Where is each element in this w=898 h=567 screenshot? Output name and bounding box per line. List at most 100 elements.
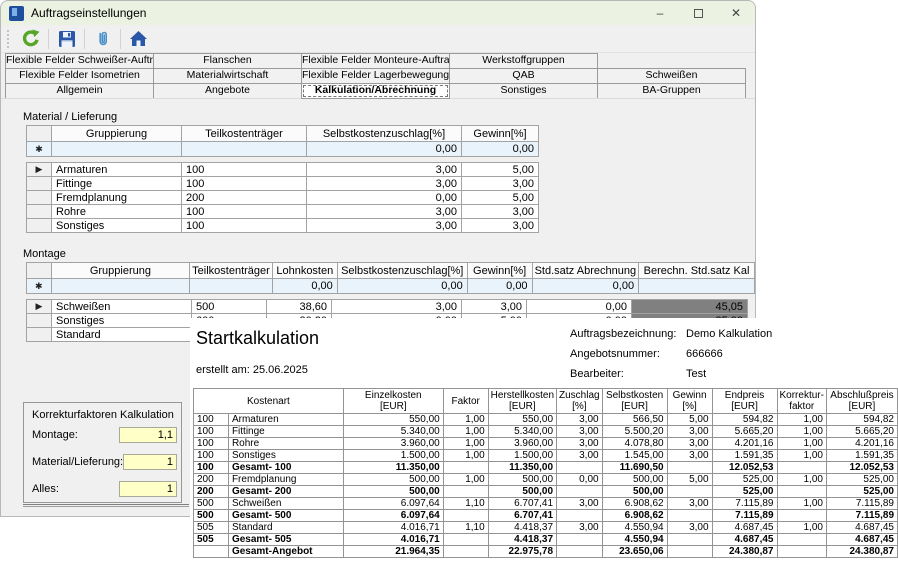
cell[interactable]: 0,00 <box>526 299 632 314</box>
report-cell: 3,00 <box>556 449 603 462</box>
report-cell: 1,00 <box>442 425 489 438</box>
cell[interactable]: 3,00 <box>461 218 539 233</box>
cell[interactable]: 100 <box>181 162 307 177</box>
row-selector[interactable]: ▶ <box>26 162 52 177</box>
column-header: Gewinn[%] <box>461 125 539 142</box>
report-cell <box>666 533 713 546</box>
cell[interactable]: 38,60 <box>266 299 332 314</box>
cell[interactable]: Schweißen <box>51 299 192 314</box>
cell[interactable]: Standard <box>51 327 192 342</box>
cell[interactable]: Fittinge <box>51 176 182 191</box>
montage-grid-header: Gruppierung Teilkostenträger Lohnkosten Sel… <box>26 262 755 294</box>
home-button[interactable] <box>125 27 152 50</box>
row-selector[interactable] <box>26 176 52 191</box>
tab-ba-gruppen[interactable]: BA-Gruppen <box>597 83 746 99</box>
cell[interactable]: 100 <box>181 218 307 233</box>
cell[interactable]: 3,00 <box>461 204 539 219</box>
cell[interactable]: Rohre <box>51 204 182 219</box>
minimize-button[interactable]: – <box>656 6 664 20</box>
cell[interactable]: 100 <box>181 204 307 219</box>
cell[interactable]: 3,00 <box>306 218 462 233</box>
report-cell <box>556 545 603 558</box>
cell[interactable]: Armaturen <box>51 162 182 177</box>
refresh-button[interactable] <box>17 27 44 50</box>
cell[interactable] <box>189 278 273 294</box>
new-row-selector[interactable]: ✱ <box>26 141 52 157</box>
cell[interactable]: 3,00 <box>306 176 462 191</box>
cell[interactable]: 0,00 <box>466 278 533 294</box>
report-cell <box>776 485 827 498</box>
tab-kalkulation-abrechnung[interactable]: Kalkulation/Abrechnung <box>301 83 450 99</box>
column-header: Std.satz Abrechnung <box>531 262 640 279</box>
cell[interactable]: 0,00 <box>306 141 462 157</box>
tab-qab[interactable]: QAB <box>449 68 598 84</box>
row-selector[interactable]: ▶ <box>26 299 52 314</box>
report-cell-code: 505 <box>193 521 229 534</box>
cell[interactable]: Sonstiges <box>51 218 182 233</box>
cell[interactable]: 0,00 <box>336 278 468 294</box>
cell[interactable] <box>181 141 307 157</box>
tab-allgemein[interactable]: Allgemein <box>5 83 154 99</box>
correction-factor-input-alles[interactable]: 1 <box>119 480 177 497</box>
correction-factors-title: Korrekturfaktoren Kalkulation <box>32 409 174 421</box>
cell[interactable]: 3,00 <box>461 299 527 314</box>
cell[interactable] <box>638 278 755 294</box>
report-cell: 4.016,71 <box>342 533 444 546</box>
cell[interactable]: 0,00 <box>271 278 338 294</box>
cell[interactable]: 5,00 <box>461 162 539 177</box>
cell[interactable]: 3,00 <box>306 204 462 219</box>
report-cell: 4.687,45 <box>825 533 898 546</box>
tab-flexible-felder-schwei-er-auftrag[interactable]: Flexible Felder Schweißer-Auftrag <box>5 53 154 69</box>
correction-factor-input-material-lieferung[interactable]: 1 <box>123 453 177 470</box>
cell[interactable]: 3,00 <box>461 176 539 191</box>
row-selector[interactable] <box>26 204 52 219</box>
maximize-button[interactable] <box>679 1 717 25</box>
report-cell: 22.975,78 <box>487 545 558 558</box>
tab-flexible-felder-monteure-auftrag[interactable]: Flexible Felder Monteure-Auftrag <box>301 53 450 69</box>
row-selector[interactable] <box>26 218 52 233</box>
report-cell: 11.350,00 <box>487 461 558 474</box>
row-selector[interactable] <box>26 190 52 205</box>
cell[interactable]: 200 <box>181 190 307 205</box>
cell[interactable]: 0,00 <box>531 278 640 294</box>
report-cell: 3.960,00 <box>342 437 444 450</box>
row-selector[interactable] <box>26 327 52 342</box>
cell[interactable]: 100 <box>181 176 307 191</box>
cell[interactable]: 0,00 <box>306 190 462 205</box>
new-row-selector[interactable]: ✱ <box>26 278 52 294</box>
correction-factor-input-montage[interactable]: 1,1 <box>119 426 177 443</box>
tab-angebote[interactable]: Angebote <box>153 83 302 99</box>
report-cell: 594,82 <box>825 413 898 426</box>
report-row: 505 Standard 4.016,71 1,10 4.418,37 3,00 4.550… <box>193 521 898 534</box>
cell[interactable]: 500 <box>191 299 267 314</box>
tab-werkstoffgruppen[interactable]: Werkstoffgruppen <box>449 53 598 69</box>
cell[interactable]: 45,05 <box>631 299 748 314</box>
tab-flanschen[interactable]: Flanschen <box>153 53 302 69</box>
cell[interactable] <box>51 141 182 157</box>
tab-materialwirtschaft[interactable]: Materialwirtschaft <box>153 68 302 84</box>
material-section-label: Material / Lieferung <box>23 111 118 123</box>
report-cell: 11.350,00 <box>342 461 444 474</box>
cell[interactable]: 3,00 <box>306 162 462 177</box>
cell[interactable]: Fremdplanung <box>51 190 182 205</box>
cell[interactable]: 3,00 <box>331 299 462 314</box>
row-selector[interactable] <box>26 313 52 328</box>
cell[interactable]: Sonstiges <box>51 313 192 328</box>
report-cell-code: 100 <box>193 461 229 474</box>
tab-flexible-felder-isometrien[interactable]: Flexible Felder Isometrien <box>5 68 154 84</box>
report-cell: 525,00 <box>711 473 778 486</box>
partial-groupbox-edge <box>23 506 189 507</box>
close-button[interactable]: ✕ <box>730 6 742 20</box>
cell[interactable] <box>50 278 191 294</box>
report-cell <box>442 509 489 522</box>
save-button[interactable] <box>53 27 80 50</box>
report-cell: 500,00 <box>342 485 444 498</box>
toolbar-grip[interactable] <box>7 29 10 48</box>
tab-flexible-felder-lagerbewegungen[interactable]: Flexible Felder Lagerbewegungen <box>301 68 450 84</box>
report-cell-code: 500 <box>193 509 229 522</box>
tab-sonstiges[interactable]: Sonstiges <box>449 83 598 99</box>
attachment-button[interactable] <box>89 27 116 50</box>
cell[interactable]: 5,00 <box>461 190 539 205</box>
cell[interactable]: 0,00 <box>461 141 539 157</box>
tab-schwei-en[interactable]: Schweißen <box>597 68 746 84</box>
